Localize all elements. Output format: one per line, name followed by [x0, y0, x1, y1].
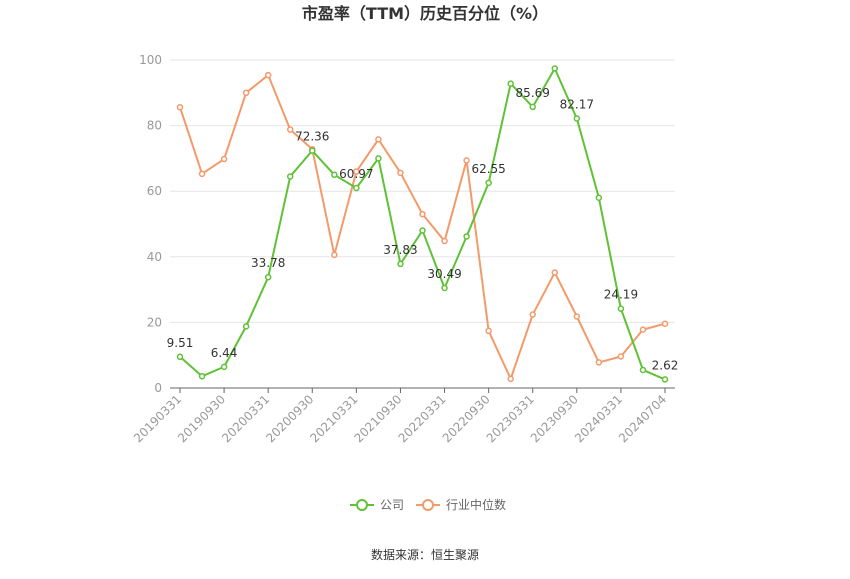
data-point	[353, 184, 360, 192]
data-point	[485, 179, 492, 187]
data-point	[242, 323, 250, 330]
data-point	[264, 273, 272, 281]
data-label: 37.83	[383, 243, 417, 257]
data-point	[286, 173, 294, 180]
data-point	[551, 65, 559, 72]
data-label: 82.17	[560, 97, 594, 111]
data-point	[397, 260, 404, 268]
data-point	[353, 168, 360, 175]
data-point	[176, 103, 184, 111]
series-line-0	[179, 67, 666, 381]
data-point	[551, 269, 559, 276]
data-point	[639, 326, 647, 333]
legend-label: 公司	[380, 498, 404, 512]
data-label: 72.36	[295, 130, 329, 144]
data-labels: 9.51 6.44 33.78 72.36 60.97 37.83 30.49 62.55 85…	[167, 86, 679, 372]
source-note: 数据来源：恒生聚源	[371, 547, 479, 562]
data-point	[198, 170, 206, 178]
data-label: 33.78	[251, 256, 285, 270]
data-label: 85.69	[516, 86, 550, 100]
data-point	[485, 327, 492, 335]
data-point	[419, 227, 426, 234]
data-point	[220, 363, 228, 371]
legend: 公司 行业中位数	[350, 497, 506, 512]
y-tick-label: 60	[147, 184, 162, 198]
legend-label: 行业中位数	[446, 497, 506, 512]
data-point	[595, 194, 603, 202]
data-point	[419, 210, 426, 218]
data-point	[375, 136, 382, 143]
data-point	[507, 375, 514, 383]
data-point	[220, 155, 228, 163]
y-tick-label: 20	[147, 315, 162, 329]
y-tick-label: 80	[147, 119, 162, 133]
data-point	[441, 284, 448, 292]
data-point	[441, 237, 448, 245]
data-point	[595, 359, 603, 366]
data-point	[617, 353, 625, 360]
data-point	[661, 376, 669, 383]
data-point	[573, 313, 581, 320]
data-point	[309, 147, 316, 154]
data-label: 62.55	[471, 162, 505, 176]
y-tick-label: 40	[147, 250, 162, 264]
data-point	[286, 126, 294, 133]
legend-swatch-marker	[422, 499, 434, 511]
y-tick-label: 100	[139, 53, 162, 67]
data-point	[176, 353, 184, 361]
data-point	[661, 320, 669, 327]
data-point	[331, 251, 338, 259]
data-point	[264, 71, 272, 79]
data-point	[639, 366, 647, 374]
y-tick-label: 0	[154, 381, 162, 395]
data-point	[507, 80, 514, 87]
x-tick-label: 20240704	[616, 392, 669, 445]
grid-lines	[170, 59, 675, 323]
data-point	[242, 89, 250, 97]
data-point	[198, 372, 206, 380]
series-lines	[176, 65, 669, 383]
data-label: 9.51	[167, 336, 194, 350]
data-label: 30.49	[427, 267, 461, 281]
data-label: 60.97	[339, 167, 373, 181]
data-point	[529, 103, 536, 111]
data-point	[463, 233, 470, 240]
data-label: 2.62	[652, 358, 679, 372]
data-label: 6.44	[211, 346, 238, 360]
data-point	[617, 305, 625, 312]
legend-swatch-marker	[356, 499, 368, 511]
chart-title: 市盈率（TTM）历史百分位（%）	[302, 4, 548, 23]
data-point	[331, 171, 338, 179]
data-point	[573, 115, 581, 122]
series-line-1	[179, 74, 666, 380]
data-point	[375, 155, 382, 162]
data-point	[529, 311, 536, 318]
data-point	[397, 169, 404, 177]
data-label: 24.19	[604, 288, 638, 302]
data-point	[463, 157, 470, 164]
